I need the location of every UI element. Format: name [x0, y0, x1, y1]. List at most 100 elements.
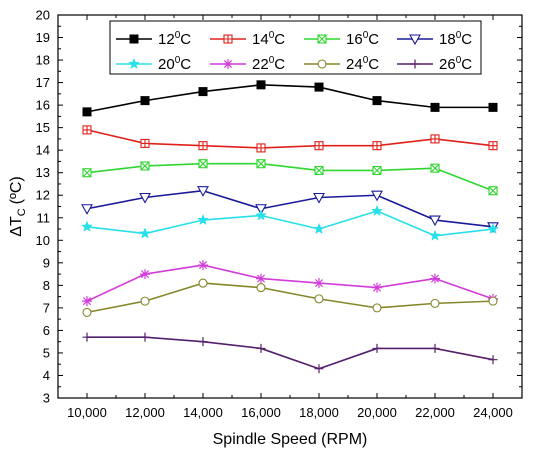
- marker-down-triangle: [139, 192, 151, 204]
- x-tick-label: 10,000: [67, 405, 107, 420]
- marker-x-square: [256, 159, 266, 169]
- series-14C: [82, 125, 498, 153]
- legend-label: 180C: [439, 30, 472, 48]
- legend-item-26C: 260C: [397, 55, 472, 73]
- marker-star: [197, 213, 209, 226]
- y-axis-title-unit: (ºC): [8, 176, 25, 204]
- marker-x: [198, 159, 208, 169]
- x-tick-label: 16,000: [241, 405, 281, 420]
- marker-star: [487, 222, 499, 235]
- marker-filled-square: [256, 80, 266, 90]
- marker-star: [255, 209, 267, 221]
- series-line: [86, 162, 494, 192]
- marker-down-triangle: [371, 190, 383, 202]
- marker-cross: [431, 134, 439, 143]
- series-24C: [82, 278, 498, 317]
- legend-item-20C: 200C: [116, 55, 191, 73]
- y-tick-label: 16: [36, 98, 50, 113]
- marker-x: [140, 161, 150, 171]
- legend-item-24C: 240C: [304, 55, 379, 73]
- series-26C: [82, 332, 498, 374]
- series-line: [86, 189, 494, 228]
- marker-x-square: [317, 34, 327, 44]
- marker-plus: [430, 343, 440, 353]
- legend-item-18C: 180C: [397, 30, 472, 48]
- marker-asterisk: [256, 273, 266, 284]
- y-tick-label: 20: [36, 8, 50, 23]
- series-12C: [82, 80, 498, 117]
- legend-label-value: 26: [439, 56, 456, 73]
- marker-x-square: [430, 163, 440, 173]
- y-tick-label: 8: [43, 278, 50, 293]
- marker-x-square: [82, 168, 92, 178]
- marker-x: [256, 159, 266, 169]
- legend-label-degree: 0: [175, 30, 181, 41]
- y-tick-label: 7: [43, 300, 50, 315]
- marker-filled-square: [488, 102, 498, 112]
- legend-item-22C: 220C: [210, 55, 285, 73]
- x-tick-label: 12,000: [125, 405, 165, 420]
- y-tick-label: 18: [36, 53, 50, 68]
- legend-label-degree: 0: [175, 55, 181, 66]
- x-tick-label: 18,000: [299, 405, 339, 420]
- legend-label-degree: 0: [363, 55, 369, 66]
- y-tick-label: 4: [43, 368, 50, 383]
- marker-cross: [224, 35, 232, 43]
- y-axis-title-subscript: C: [16, 208, 28, 216]
- y-tick-label: 12: [36, 188, 50, 203]
- marker-down-triangle: [429, 215, 441, 227]
- legend-label-unit: C: [274, 56, 285, 73]
- legend-label-value: 22: [252, 56, 269, 73]
- series-line: [86, 264, 494, 302]
- marker-crossed-square: [256, 143, 266, 153]
- marker-open-circle: [198, 278, 208, 288]
- marker-down-triangle: [409, 34, 421, 46]
- legend-label: 200C: [158, 55, 191, 73]
- marker-cross: [315, 141, 323, 150]
- series-line: [86, 282, 494, 314]
- marker-filled-square: [430, 102, 440, 112]
- x-tick-label: 20,000: [357, 405, 397, 420]
- legend-item-14C: 140C: [210, 30, 285, 48]
- marker-x: [488, 186, 498, 196]
- marker-asterisk: [314, 278, 324, 289]
- x-tick-label: 14,000: [183, 405, 223, 420]
- marker-open-circle: [140, 296, 150, 306]
- marker-asterisk: [372, 282, 382, 293]
- marker-crossed-square: [198, 141, 208, 151]
- legend-label: 260C: [439, 55, 472, 73]
- marker-plus: [410, 59, 420, 69]
- legend-label: 220C: [252, 55, 285, 73]
- marker-cross: [83, 125, 91, 134]
- marker-down-triangle: [313, 192, 325, 204]
- marker-plus: [140, 332, 150, 342]
- marker-open-circle: [314, 294, 324, 304]
- y-axis-title: ΔTC (ºC): [8, 176, 28, 236]
- legend-label-value: 14: [252, 31, 269, 48]
- series-20C: [81, 204, 499, 241]
- legend-label-value: 18: [439, 31, 456, 48]
- legend-label-unit: C: [368, 31, 379, 48]
- marker-crossed-square: [372, 141, 382, 151]
- marker-open-circle: [430, 298, 440, 308]
- y-tick-label: 11: [37, 210, 51, 225]
- legend-item-12C: 120C: [116, 30, 191, 48]
- legend-label-degree: 0: [269, 30, 275, 41]
- marker-x: [317, 34, 327, 44]
- marker-star: [81, 220, 93, 232]
- y-tick-label: 17: [36, 75, 50, 90]
- marker-asterisk: [223, 59, 233, 69]
- legend-label-degree: 0: [269, 55, 275, 66]
- legend-label-value: 24: [346, 56, 363, 73]
- marker-star: [313, 222, 325, 235]
- marker-plus: [372, 343, 382, 353]
- marker-asterisk: [140, 269, 150, 280]
- legend-label: 140C: [252, 30, 285, 48]
- y-tick-label: 10: [36, 233, 50, 248]
- marker-open-circle: [317, 59, 327, 69]
- series-line: [87, 336, 494, 370]
- marker-star: [128, 57, 140, 70]
- marker-down-triangle: [197, 186, 209, 197]
- series-layer: [81, 80, 499, 374]
